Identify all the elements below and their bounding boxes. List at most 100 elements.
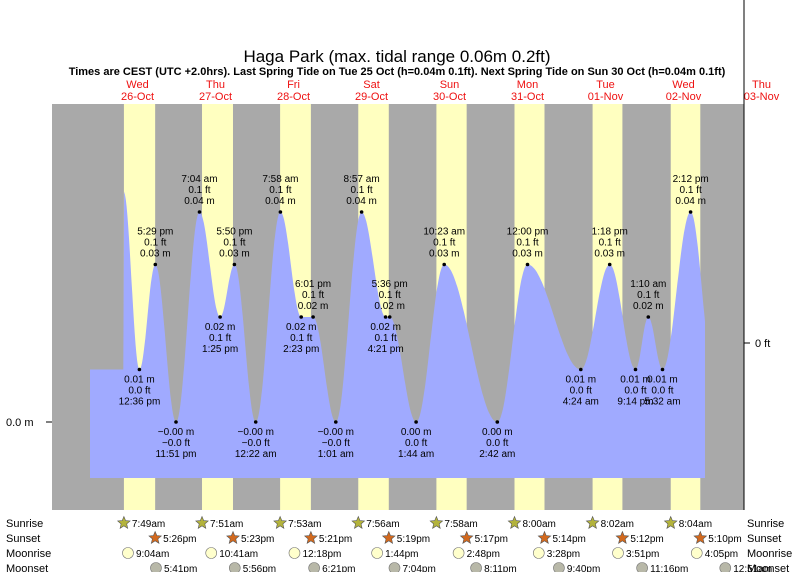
moonset-icon [470,562,482,572]
tide-time-label: 1:44 am [398,449,434,460]
sunset-icon [537,530,552,544]
tide-metres-label: −0.00 m [158,427,194,438]
tide-feet-label: 0.0 ft [486,438,508,449]
moonset-time-label: 8:11pm [484,564,517,572]
day-date-label: 27-Oct [199,91,232,103]
sunrise-icon [195,515,209,529]
tide-point [646,315,651,319]
chart-subtitle: Times are CEST (UTC +2.0hrs). Last Sprin… [69,66,726,78]
row-label-left: Moonrise [6,548,51,560]
sunrise-icon [507,515,522,529]
sunset-time-label: 5:19pm [397,534,430,545]
moonset-time-label: 5:41pm [164,564,197,572]
tide-metres-label: 0.00 m [482,427,513,438]
tide-metres-label: 0.03 m [429,249,460,260]
sunrise-icon [429,515,444,529]
tide-feet-label: 0.1 ft [516,238,538,249]
tide-feet-label: −0.0 ft [162,438,190,449]
tide-time-label: 6:01 pm [295,279,331,290]
tide-time-label: 11:51 pm [156,449,197,460]
sunrise-time-label: 7:49am [132,519,165,530]
moonrise-time-label: 2:48pm [467,549,500,560]
tide-time-label: 5:32 am [644,397,680,408]
tide-feet-label: 0.1 ft [637,290,659,301]
sunset-icon [693,530,708,544]
day-name-label: Mon [517,79,538,91]
moonset-time-label: 6:21pm [322,564,355,572]
tide-metres-label: 0.03 m [594,249,625,260]
moonset-time-label: 5:56pm [243,564,276,572]
tide-point [232,262,237,267]
sunset-time-label: 5:26pm [163,534,196,545]
day-date-label: 30-Oct [433,91,466,103]
tide-time-label: 5:29 pm [137,227,173,238]
tide-point [218,315,222,319]
tide-time-label: 5:50 pm [216,227,252,238]
tide-metres-label: 0.01 m [566,375,597,386]
tide-feet-label: 0.1 ft [680,185,702,196]
tide-point [525,262,530,267]
day-name-label: Thu [752,79,771,91]
moonset-icon [228,562,241,572]
day-date-label: 28-Oct [277,91,310,103]
day-name-label: Wed [672,79,694,91]
moonrise-time-label: 3:51pm [626,549,659,560]
tide-metres-label: 0.01 m [647,375,678,386]
day-date-label: 29-Oct [355,91,388,103]
day-name-label: Wed [126,79,148,91]
sunrise-time-label: 7:58am [444,519,477,530]
tide-feet-label: 0.1 ft [599,238,621,249]
tide-water-area [90,191,705,478]
tide-point [387,315,392,319]
sunset-icon [303,530,318,544]
tide-feet-label: 0.1 ft [350,185,372,196]
tide-feet-label: 0.0 ft [624,386,646,397]
tide-metres-label: −0.00 m [237,427,273,438]
astronomy-rows: Sunrise Sunrise 7:49am 7:51am 7:53am 7:56am 7:… [6,515,792,572]
day-date-label: 03-Nov [744,91,780,103]
tide-point [278,210,283,214]
tide-time-label: 2:42 am [479,449,515,460]
day-name-label: Sat [363,79,380,91]
tide-point [633,367,638,372]
tide-point [660,367,665,372]
tide-metres-label: 0.02 m [374,301,405,312]
moonrise-icon [371,547,383,559]
sunrise-icon [273,515,288,529]
tide-metres-label: 0.03 m [140,249,171,260]
sunset-icon [148,530,163,544]
sunset-time-label: 5:10pm [708,534,741,545]
tide-time-label: 1:18 pm [592,227,628,238]
tide-feet-label: −0.0 ft [242,438,270,449]
tide-point [334,420,338,424]
tide-feet-label: −0.0 ft [322,438,350,449]
tide-metres-label: 0.02 m [633,301,664,312]
sunset-time-label: 5:23pm [241,534,274,545]
tide-metres-label: 0.01 m [124,375,155,386]
tide-time-label: 2:12 pm [673,174,709,185]
moonset-icon [388,562,401,572]
tide-time-label: 7:58 am [262,174,298,185]
chart-header: Haga Park (max. tidal range 0.06m 0.2ft)… [69,47,726,78]
sunrise-icon [663,515,678,529]
tide-time-label: 8:57 am [344,174,380,185]
tide-point [174,420,178,424]
tide-feet-label: 0.1 ft [433,238,455,249]
moonrise-icon [122,547,134,559]
tide-time-label: 12:36 pm [119,397,161,408]
sunset-icon [615,530,630,544]
tide-feet-label: 0.1 ft [379,290,401,301]
moonrise-time-label: 1:44pm [385,549,418,560]
tide-point [253,420,258,424]
sunset-time-label: 5:17pm [475,534,508,545]
tide-time-label: 4:21 pm [368,344,404,355]
tide-point [311,315,315,319]
moonrise-time-label: 4:05pm [705,549,738,560]
tide-feet-label: 0.1 ft [223,238,245,249]
moonrise-icon [288,547,301,559]
tide-feet-label: 0.1 ft [302,290,324,301]
moonset-icon [719,562,732,572]
tide-time-label: 9:14 pm [617,397,653,408]
moonset-time-label: 7:04pm [402,564,435,572]
